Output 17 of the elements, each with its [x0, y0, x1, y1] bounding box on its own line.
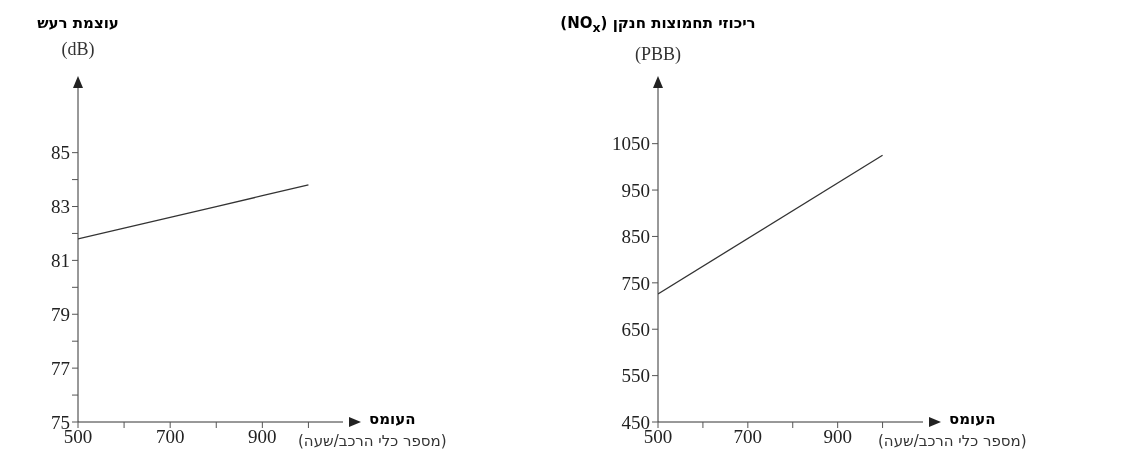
x-axis-title: העומס (מספר כלי הרכב/שעה)	[298, 410, 447, 450]
y-tick-label: 79	[51, 304, 70, 325]
y-tick-label: 550	[621, 365, 650, 387]
y-tick-label: 950	[621, 179, 650, 201]
x-tick-label: 900	[823, 426, 852, 448]
x-tick-label: 900	[248, 426, 277, 448]
x-tick-label: 700	[155, 426, 185, 448]
x-axis-title: העומס (מספר כלי הרכב/שעה)	[878, 410, 1027, 450]
y-tick-label: 77	[51, 357, 70, 379]
y-tick-label: 850	[621, 226, 650, 248]
y-tick-label: 1050	[612, 133, 650, 155]
y-tick-label: 85	[51, 142, 70, 164]
y-tick-label: 750	[621, 272, 650, 294]
y-tick-label: 83	[51, 196, 70, 218]
y-tick-label: 650	[621, 318, 650, 340]
y-tick-label: 81	[51, 250, 70, 272]
x-tick-label: 700	[733, 426, 763, 448]
